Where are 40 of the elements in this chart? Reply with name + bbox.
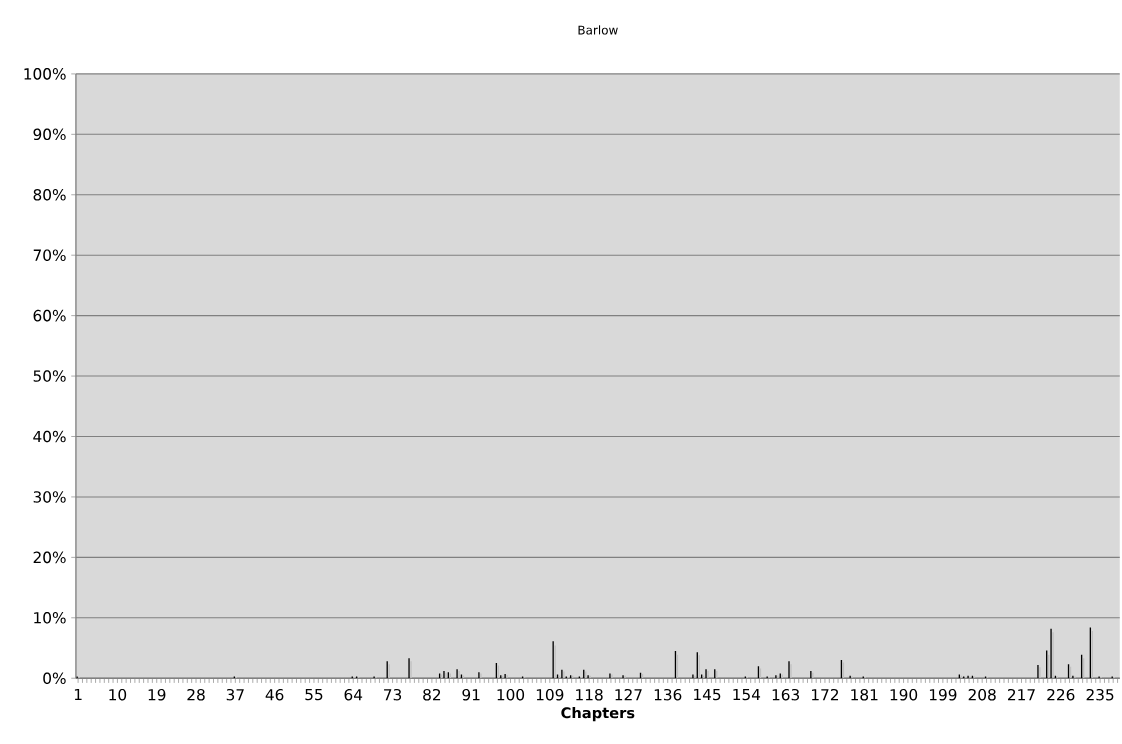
x-tick-label: 46 — [265, 688, 284, 701]
y-tick-label: 0% — [43, 672, 66, 684]
y-tick-label: 70% — [33, 249, 66, 261]
x-tick-label: 136 — [654, 688, 682, 701]
y-tick-label: 100% — [24, 68, 66, 80]
x-tick-label: 10 — [109, 688, 127, 701]
x-tick-label: 37 — [226, 688, 244, 701]
x-tick-label: 199 — [929, 688, 957, 701]
y-tick-label: 90% — [33, 128, 66, 141]
x-tick-label: 235 — [1086, 688, 1114, 701]
x-tick-label: 145 — [694, 688, 721, 701]
x-tick-label: 1 — [74, 688, 82, 701]
y-tick-label: 50% — [33, 370, 66, 382]
y-tick-label: 10% — [34, 611, 66, 624]
x-tick-label: 172 — [812, 688, 839, 701]
y-tick-label: 80% — [33, 188, 66, 201]
x-tick-label: 109 — [536, 688, 564, 701]
chart-title: Barlow — [578, 25, 618, 35]
y-tick-label: 60% — [33, 309, 66, 322]
x-tick-label: 163 — [772, 688, 800, 701]
x-tick-label: 190 — [890, 688, 918, 701]
x-tick-label: 226 — [1047, 688, 1075, 701]
x-tick-label: 91 — [462, 688, 480, 701]
x-tick-label: 19 — [148, 688, 166, 701]
x-tick-label: 154 — [733, 688, 761, 701]
x-tick-label: 100 — [497, 688, 525, 701]
y-tick-label: 20% — [33, 551, 66, 564]
x-tick-label: 217 — [1008, 688, 1035, 701]
x-axis-title: Chapters — [561, 706, 635, 722]
x-tick-label: 82 — [423, 688, 441, 701]
x-tick-label: 55 — [305, 688, 323, 701]
x-tick-label: 64 — [344, 688, 363, 701]
x-tick-label: 127 — [615, 688, 642, 701]
x-tick-label: 73 — [384, 688, 402, 701]
y-tick-label: 30% — [33, 491, 66, 503]
y-tick-label: 40% — [33, 430, 66, 443]
x-tick-label: 181 — [851, 688, 878, 701]
x-tick-label: 28 — [187, 688, 205, 701]
x-tick-label: 208 — [968, 688, 996, 701]
x-tick-label: 118 — [576, 688, 603, 701]
